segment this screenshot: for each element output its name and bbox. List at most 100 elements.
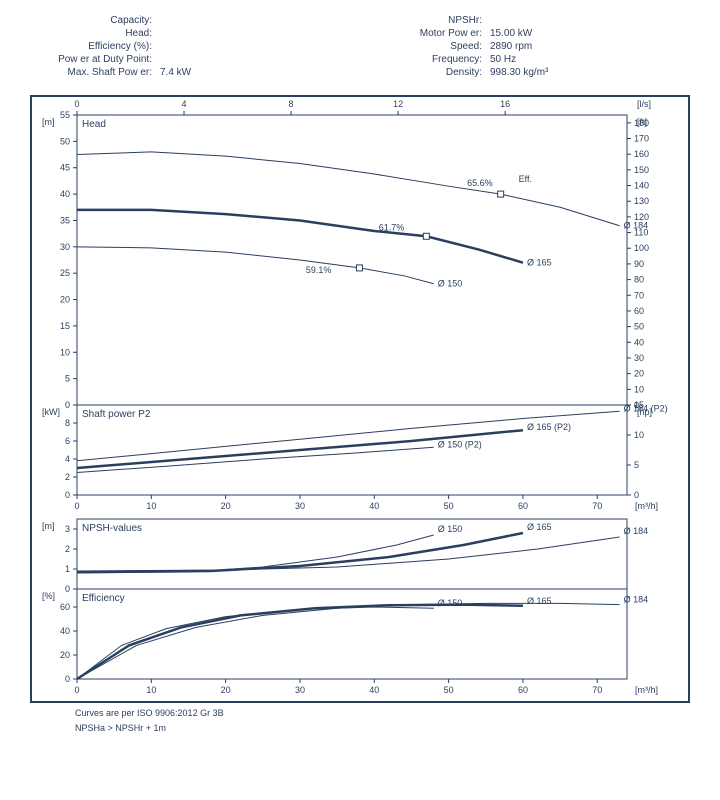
footnote-1: Curves are per ISO 9906:2012 Gr 3B [75,708,690,718]
svg-text:0: 0 [74,501,79,511]
svg-text:40: 40 [634,337,644,347]
header-label: Density: [360,67,490,78]
svg-text:10: 10 [146,685,156,695]
svg-text:60: 60 [60,602,70,612]
header-value: 998.30 kg/m³ [490,67,548,78]
svg-text:70: 70 [592,685,602,695]
header-label: Frequency: [360,54,490,65]
svg-text:Eff.: Eff. [519,174,532,184]
header-label: Head: [30,28,160,39]
svg-text:40: 40 [60,626,70,636]
svg-text:61.7%: 61.7% [379,222,405,232]
svg-text:12: 12 [393,99,403,109]
svg-text:30: 30 [295,685,305,695]
svg-text:15: 15 [60,321,70,331]
header-label: Pow er at Duty Point: [30,54,160,65]
header-label: Capacity: [30,15,160,26]
svg-text:Ø 184: Ø 184 [624,526,649,536]
svg-text:90: 90 [634,259,644,269]
svg-text:Ø 184: Ø 184 [624,221,649,231]
svg-text:65.6%: 65.6% [467,178,493,188]
svg-text:5: 5 [65,374,70,384]
svg-text:3: 3 [65,524,70,534]
svg-text:150: 150 [634,165,649,175]
header-label: Speed: [360,41,490,52]
svg-text:35: 35 [60,215,70,225]
svg-text:60: 60 [518,685,528,695]
svg-text:40: 40 [369,501,379,511]
svg-text:40: 40 [369,685,379,695]
svg-text:20: 20 [221,685,231,695]
svg-text:0: 0 [65,490,70,500]
svg-text:170: 170 [634,134,649,144]
svg-text:25: 25 [60,268,70,278]
svg-text:20: 20 [221,501,231,511]
svg-text:5: 5 [634,460,639,470]
svg-text:30: 30 [634,353,644,363]
svg-text:4: 4 [65,454,70,464]
svg-text:180: 180 [634,118,649,128]
svg-text:70: 70 [634,290,644,300]
svg-text:Ø 165: Ø 165 [527,258,552,268]
svg-text:160: 160 [634,149,649,159]
svg-text:Ø 184 (P2): Ø 184 (P2) [624,403,668,413]
svg-text:Ø 150: Ø 150 [438,524,463,534]
svg-text:Ø 165 (P2): Ø 165 (P2) [527,422,571,432]
svg-text:80: 80 [634,275,644,285]
svg-text:[m]: [m] [42,521,55,531]
svg-text:59.1%: 59.1% [306,265,332,275]
header-value: 7.4 kW [160,67,191,78]
svg-text:50: 50 [444,685,454,695]
header-value: 2890 rpm [490,41,532,52]
svg-text:140: 140 [634,181,649,191]
header-block: Capacity: Head: Efficiency (%): Pow er at D… [30,15,690,80]
svg-text:10: 10 [634,384,644,394]
svg-text:50: 50 [60,136,70,146]
svg-text:70: 70 [592,501,602,511]
svg-text:[m³/h]: [m³/h] [635,685,658,695]
svg-text:4: 4 [182,99,187,109]
svg-text:Ø 184: Ø 184 [624,595,649,605]
svg-text:0: 0 [74,99,79,109]
svg-text:1: 1 [65,564,70,574]
svg-text:0: 0 [65,674,70,684]
svg-text:130: 130 [634,196,649,206]
svg-text:6: 6 [65,436,70,446]
pump-curve-chart: 0481216[l/s]Head[m]051015202530354045505… [30,95,690,703]
svg-text:50: 50 [444,501,454,511]
svg-text:0: 0 [74,685,79,695]
svg-text:[m]: [m] [42,117,55,127]
svg-text:Ø 150: Ø 150 [438,598,463,608]
svg-text:0: 0 [65,400,70,410]
header-value: 50 Hz [490,54,516,65]
svg-text:2: 2 [65,544,70,554]
svg-text:100: 100 [634,243,649,253]
svg-text:40: 40 [60,189,70,199]
svg-text:10: 10 [60,347,70,357]
svg-text:0: 0 [65,584,70,594]
svg-text:30: 30 [295,501,305,511]
svg-text:8: 8 [65,418,70,428]
svg-text:55: 55 [60,110,70,120]
svg-text:50: 50 [634,322,644,332]
svg-text:16: 16 [500,99,510,109]
svg-text:20: 20 [60,650,70,660]
header-value: 15.00 kW [490,28,532,39]
svg-text:[m³/h]: [m³/h] [635,501,658,511]
svg-text:Ø 150: Ø 150 [438,279,463,289]
svg-text:NPSH-values: NPSH-values [82,523,142,534]
svg-text:60: 60 [518,501,528,511]
header-label: Max. Shaft Pow er: [30,67,160,78]
header-label: NPSHr: [360,15,490,26]
svg-text:10: 10 [634,430,644,440]
svg-text:30: 30 [60,242,70,252]
header-label: Motor Pow er: [360,28,490,39]
header-label: Efficiency (%): [30,41,160,52]
svg-text:60: 60 [634,306,644,316]
svg-text:[kW]: [kW] [42,407,60,417]
svg-text:[%]: [%] [42,591,55,601]
svg-text:0: 0 [634,490,639,500]
svg-text:8: 8 [289,99,294,109]
svg-text:2: 2 [65,472,70,482]
svg-text:[l/s]: [l/s] [637,99,651,109]
